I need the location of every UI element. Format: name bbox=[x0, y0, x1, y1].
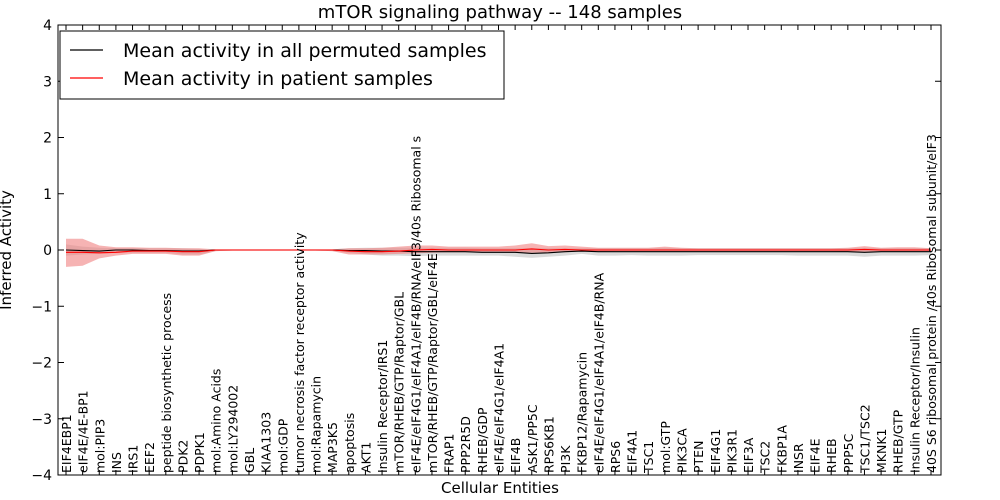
category-label: mol:GTP bbox=[658, 421, 673, 473]
category-label: mol:GDP bbox=[275, 418, 290, 473]
y-tick-label: −4 bbox=[31, 468, 52, 484]
category-label: PIK3R1 bbox=[724, 429, 739, 473]
patient-mean-line bbox=[66, 248, 931, 254]
y-tick-label: 3 bbox=[43, 74, 52, 90]
category-label: FRAP1 bbox=[442, 434, 457, 473]
y-tick-label: −2 bbox=[31, 356, 52, 372]
category-label: RHEB/GDP bbox=[475, 407, 490, 473]
category-label: eIF4E/eIF4G1/eIF4A1/eIF4B/RNA bbox=[591, 272, 606, 473]
category-label: RPS6 bbox=[608, 441, 623, 473]
category-label: RHEB/GTP bbox=[891, 409, 906, 473]
y-tick-label: 4 bbox=[43, 18, 52, 34]
category-label: eIF4E/eIF4G1/eIF4A1 bbox=[492, 343, 507, 473]
category-label: EIF4A1 bbox=[625, 430, 640, 473]
x-axis-label: Cellular Entities bbox=[441, 479, 559, 497]
category-label: MAP3K5 bbox=[325, 422, 340, 473]
category-label: EIF4EBP1 bbox=[59, 414, 74, 473]
legend-patient-label: Mean activity in patient samples bbox=[123, 68, 433, 90]
category-label: mol:Amino Acids bbox=[209, 369, 224, 473]
category-label: EIF4G1 bbox=[708, 429, 723, 473]
category-label: RPS6KB1 bbox=[541, 416, 556, 473]
category-label: TSC1 bbox=[641, 441, 656, 474]
category-label: 40S S6 ribosomal protein /40s Ribosomal … bbox=[924, 134, 939, 473]
category-label: TSC2 bbox=[758, 441, 773, 474]
y-tick-label: 1 bbox=[43, 187, 52, 203]
category-label: INS bbox=[109, 452, 124, 473]
category-label: Insulin Receptor/Insulin bbox=[907, 327, 922, 473]
category-label: IRS1 bbox=[126, 445, 141, 473]
category-label: peptide biosynthetic process bbox=[159, 293, 174, 473]
y-tick-label: 2 bbox=[43, 131, 52, 147]
category-label: TSC1/TSC2 bbox=[858, 404, 873, 474]
y-axis-label: Inferred Activity bbox=[0, 190, 15, 310]
category-label: MKNK1 bbox=[874, 429, 889, 473]
y-tick-label: −3 bbox=[31, 412, 52, 428]
category-label: eIF4E/4E-BP1 bbox=[76, 390, 91, 473]
category-label: PPP2R5D bbox=[458, 416, 473, 473]
category-label: mTOR/RHEB/GTP/Raptor/GBL bbox=[392, 292, 407, 473]
category-label: EEF2 bbox=[142, 442, 157, 473]
category-label: PDPK1 bbox=[192, 432, 207, 473]
legend: Mean activity in all permuted samples Me… bbox=[59, 30, 505, 100]
category-label: EIF4B bbox=[508, 438, 523, 473]
category-label: FKBP12/Rapamycin bbox=[575, 352, 590, 473]
category-label: apoptosis bbox=[342, 413, 357, 473]
legend-box bbox=[59, 30, 505, 100]
y-tick-label: −1 bbox=[31, 299, 52, 315]
category-label: EIF4E bbox=[808, 438, 823, 473]
category-label: Insulin Receptor/IRS1 bbox=[375, 340, 390, 473]
category-label: tumor necrosis factor receptor activity bbox=[292, 232, 307, 473]
x-axis-category-labels: EIF4EBP1 eIF4E/4E-BP1 mol:PIP3 INS IRS1 EEF2 p… bbox=[59, 134, 939, 474]
x-axis-ticks bbox=[65, 25, 932, 475]
series-lines bbox=[65, 248, 931, 254]
category-label: INSR bbox=[791, 443, 806, 473]
y-tick-label: 0 bbox=[43, 243, 52, 259]
category-label: EIF3A bbox=[741, 437, 756, 473]
category-label: PTEN bbox=[691, 441, 706, 473]
category-label: RHEB bbox=[824, 438, 839, 473]
category-label: PDK2 bbox=[175, 440, 190, 473]
category-label: PI3K bbox=[558, 445, 573, 473]
category-label: KIAA1303 bbox=[259, 412, 274, 473]
category-label: AKT1 bbox=[358, 442, 373, 473]
chart-title: mTOR signaling pathway -- 148 samples bbox=[318, 2, 682, 23]
category-label: ASK1/PP5C bbox=[525, 404, 540, 473]
legend-permuted-label: Mean activity in all permuted samples bbox=[123, 40, 486, 62]
category-label: mol:PIP3 bbox=[92, 419, 107, 473]
category-label: GBL bbox=[242, 448, 257, 473]
y-axis: −4 −3 −2 −1 0 1 2 3 4 bbox=[31, 18, 941, 484]
category-label: mol:Rapamycin bbox=[309, 376, 324, 473]
category-label: mol:LY294002 bbox=[225, 385, 240, 473]
category-label: mTOR/RHEB/GTP/Raptor/GBL/eIF4E bbox=[425, 253, 440, 473]
category-label: PIK3CA bbox=[675, 428, 690, 473]
category-label: PPP5C bbox=[841, 433, 856, 473]
category-label: eIF4E/eIF4G1/eIF4A1/eIF4B/RNA/eIF3/40s R… bbox=[408, 136, 423, 473]
category-label: FKBP1A bbox=[774, 425, 789, 473]
